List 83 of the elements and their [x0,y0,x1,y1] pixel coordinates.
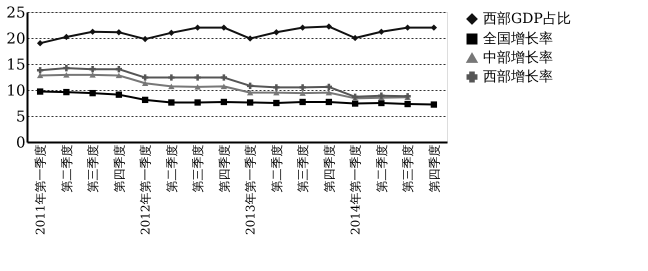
point [89,28,96,35]
x-tick-label: 2012年第一季度 [138,144,153,236]
x-tick-label: 2014年第一季度 [348,144,363,236]
point [63,72,70,78]
point [246,82,254,89]
x-tick-label: 第三季度 [191,144,206,192]
point [36,88,44,95]
point [116,92,122,98]
point [273,100,280,106]
point [194,24,201,31]
point [89,66,96,72]
x-tick-label: 第三季度 [401,144,416,192]
point [299,24,306,31]
point [168,84,175,90]
x-tick-label: 2011年第一季度 [34,144,48,236]
y-tick-label: 25 [6,4,26,22]
point [168,74,175,81]
point [326,98,332,106]
legend-label: 全国增长率 [483,31,553,47]
point [326,84,332,90]
point [36,40,44,46]
point [220,84,228,90]
y-tick-label: 10 [6,82,26,100]
point [220,98,228,106]
y-tick-label: 15 [6,56,26,74]
point [273,29,280,36]
point [63,34,70,40]
point [378,100,385,106]
point [116,66,122,72]
legend-label: 中部增长率 [483,50,553,66]
point [378,28,385,35]
point [404,100,411,108]
legend-label: 西部增长率 [483,69,553,85]
point [220,24,228,31]
x-tick-label: 第四季度 [427,144,442,192]
point [273,84,280,91]
point [168,99,175,106]
point [246,90,254,96]
x-tick-label: 第三季度 [86,144,100,192]
point [299,90,306,96]
point [168,30,175,36]
point [63,65,70,72]
point [246,99,254,106]
point [299,98,306,106]
legend-label: 西部GDP占比 [483,11,571,27]
x-tick-label: 第四季度 [217,144,232,192]
point [194,99,201,106]
x-tick-label: 第二季度 [164,144,179,192]
x-tick-label: 第二季度 [374,144,389,192]
point [430,24,438,31]
y-tick-label: 20 [6,30,26,48]
point [116,29,122,36]
y-tick-label: 5 [16,108,26,126]
point [220,74,228,81]
x-tick-label: 第四季度 [112,144,126,192]
point [273,90,280,96]
point [352,34,358,42]
point [36,72,44,78]
x-tick-label: 2013年第一季度 [244,144,258,236]
point [352,100,358,107]
point [378,92,385,99]
point [89,90,96,96]
point [299,84,306,91]
point [142,96,148,104]
y-tick-label: 0 [16,134,26,152]
point [89,72,96,78]
point [404,24,411,31]
point [430,101,438,108]
x-tick-label: 第二季度 [270,144,284,192]
point [63,88,70,96]
point [246,35,254,42]
point [116,72,122,78]
x-tick-label: 第二季度 [60,144,74,192]
point [142,74,148,81]
x-tick-label: 第三季度 [296,144,310,192]
point [142,80,148,86]
point [142,36,148,42]
point [36,67,44,74]
point [326,23,332,30]
point [194,74,201,81]
point [194,84,201,90]
x-tick-label: 第四季度 [322,144,336,192]
point [326,90,332,96]
